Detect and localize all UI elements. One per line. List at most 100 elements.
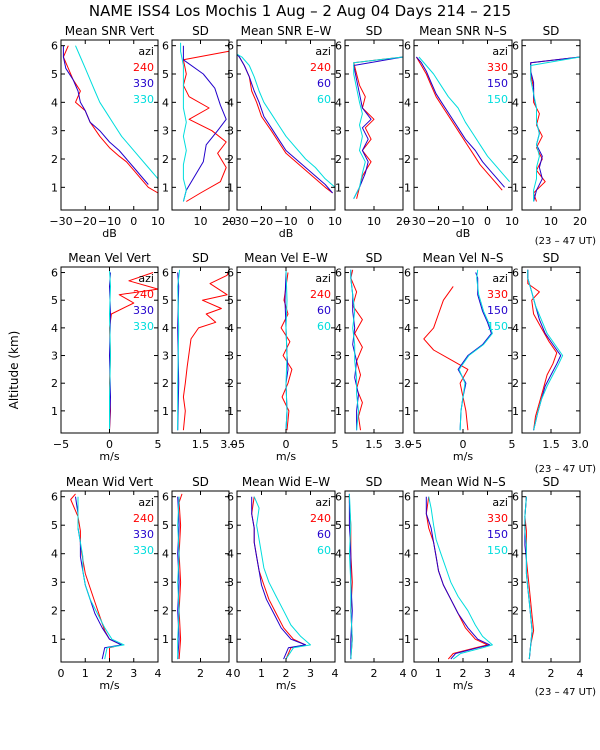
time-range-label-row1: (23 – 47 UT) [535,236,596,247]
snr-vert-sd-ytick-label-2: 2 [162,153,169,166]
figure-title: NAME ISS4 Los Mochis 1 Aug – 2 Aug 04 Da… [89,2,511,20]
wid-ns-ytick-label-4: 4 [404,548,411,561]
panel-vel-ns: Mean Vel N–S 1 2 3 4 5 6 −5 0 5 m/s azi 330 150 150 [404,251,516,463]
vel-vert-title: Mean Vel Vert [68,251,151,265]
snr-ew-ytick-label-5: 5 [227,68,234,81]
snr-ns-ytick-label-3: 3 [404,125,411,138]
snr-ns-legend-entry-1: 150 [487,77,508,90]
snr-vert-xtick-label-1: −20 [74,215,97,228]
wid-vert-xtick-label-3: 3 [130,667,137,680]
snr-ew-xtick-label-2: −10 [274,215,297,228]
wid-vert-xtick-label-1: 1 [82,667,89,680]
snr-ns-legend-entry-2: 150 [487,93,508,106]
snr-ew-legend-entry-2: 60 [317,93,331,106]
vel-ns-ytick-label-2: 2 [404,377,411,390]
snr-ew-sd-ytick-label-2: 2 [335,153,342,166]
snr-vert-sd-series-1-line [182,45,227,202]
snr-ns-series-0-line [415,56,503,191]
vel-vert-legend-entry-2: 330 [133,320,154,333]
snr-ew-sd-title: SD [366,24,383,38]
wid-ns-xtick-label-3: 3 [484,667,491,680]
snr-ew-title: Mean SNR E–W [241,24,332,38]
wid-ns-sd-ytick-label-2: 2 [512,605,519,618]
vel-ew-legend-entry-2: 60 [317,320,331,333]
snr-ns-sd-ytick-label-1: 1 [512,181,519,194]
wid-ns-sd-frame [521,490,581,663]
snr-vert-xlabel: dB [102,227,117,240]
snr-ew-sd-series-0-line [353,56,404,199]
snr-ns-sd-ytick-label-4: 4 [512,96,519,109]
vel-ew-ytick-label-3: 3 [227,350,234,363]
wid-ew-sd-ytick-label-4: 4 [335,548,342,561]
snr-ew-xlabel: dB [279,227,294,240]
panel-wid-ns: Mean Wid N–S 1 2 3 4 5 6 0 1 2 3 4 m/s azi 330 150 150 [404,475,516,692]
wid-ns-ytick-label-2: 2 [404,605,411,618]
vel-ns-legend-entry-1: 150 [487,304,508,317]
snr-ew-sd-series-2-line [353,56,404,199]
wid-vert-sd-ytick-label-3: 3 [162,576,169,589]
snr-ew-xtick-label-4: 10 [328,215,342,228]
time-range-label-row3: (23 – 47 UT) [535,687,596,698]
snr-ew-ytick-label-3: 3 [227,125,234,138]
panel-snr-ew: Mean SNR E–W 1 2 3 4 5 6 −30 −20 −10 0 10 dB azi 240 60… [225,24,342,240]
vel-vert-ytick-label-1: 1 [51,405,58,418]
wid-ns-xlabel: m/s [453,679,473,692]
snr-vert-legend-entry-0: 240 [133,61,154,74]
wid-ns-sd-ytick-label-1: 1 [512,633,519,646]
wid-vert-series-2-line [77,496,125,660]
vel-ns-sd-ytick-label-5: 5 [512,294,519,307]
vel-vert-sd-series-2-line [177,269,181,431]
snr-ew-legend-entry-0: 240 [310,61,331,74]
snr-vert-ytick-label-4: 4 [51,96,58,109]
wid-ns-xtick-label-2: 2 [460,667,467,680]
vel-ew-title: Mean Vel E–W [244,251,328,265]
wid-ew-xtick-label-0: 0 [234,667,241,680]
wid-ns-legend-header: azi [492,496,508,509]
vel-ns-series-2-line [458,269,493,431]
vel-ns-xtick-label-0: −5 [406,438,422,451]
vel-ew-sd-xtick-label-0: 1.5 [365,438,383,451]
vel-ew-xtick-label-0: −5 [229,438,245,451]
panel-wid-ns-sd: SD 1 2 3 4 5 6 2 4 [512,475,584,680]
wid-ew-title: Mean Wid E–W [242,475,330,489]
wid-ew-sd-ytick-label-2: 2 [335,605,342,618]
wid-vert-title: Mean Wid Vert [66,475,153,489]
snr-vert-xtick-label-3: 0 [130,215,137,228]
snr-vert-sd-xtick-label-1: 20 [222,215,236,228]
snr-ns-ytick-label-5: 5 [404,68,411,81]
snr-ew-sd-series-1-line [353,56,404,199]
vel-ew-sd-series-0-line [350,269,363,431]
wid-ns-xtick-label-4: 4 [509,667,516,680]
snr-ns-sd-xtick-label-1: 20 [573,215,587,228]
snr-ns-xtick-label-2: −10 [451,215,474,228]
vel-ew-xlabel: m/s [276,450,296,463]
snr-vert-ytick-label-1: 1 [51,181,58,194]
snr-vert-legend-entry-1: 330 [133,77,154,90]
snr-vert-sd-series-2-line [180,42,187,202]
wid-ns-series-1-line [425,496,491,660]
vel-ew-sd-series-2-line [350,269,359,431]
snr-vert-xtick-label-2: −10 [98,215,121,228]
vel-vert-xlabel: m/s [99,450,119,463]
wid-vert-ytick-label-3: 3 [51,576,58,589]
vel-ns-legend-entry-0: 330 [487,288,508,301]
vel-vert-xtick-label-1: 0 [106,438,113,451]
vel-vert-xtick-label-2: 5 [155,438,162,451]
vel-ew-sd-ytick-label-2: 2 [335,377,342,390]
snr-ns-xtick-label-3: 0 [484,215,491,228]
vel-ns-ytick-label-1: 1 [404,405,411,418]
vel-ns-sd-ytick-label-4: 4 [512,322,519,335]
wid-vert-legend-entry-0: 240 [133,512,154,525]
y-axis-label: Altitude (km) [7,331,21,410]
snr-vert-ytick-label-2: 2 [51,153,58,166]
vel-vert-sd-ytick-label-5: 5 [162,294,169,307]
vel-vert-sd-ytick-label-4: 4 [162,322,169,335]
wid-vert-sd-ytick-label-1: 1 [162,633,169,646]
wid-ew-series-0-line [251,496,307,660]
vel-ns-legend-entry-2: 150 [487,320,508,333]
vel-vert-ytick-label-2: 2 [51,377,58,390]
wid-ew-legend-entry-1: 60 [317,528,331,541]
wid-ns-legend-entry-1: 150 [487,528,508,541]
